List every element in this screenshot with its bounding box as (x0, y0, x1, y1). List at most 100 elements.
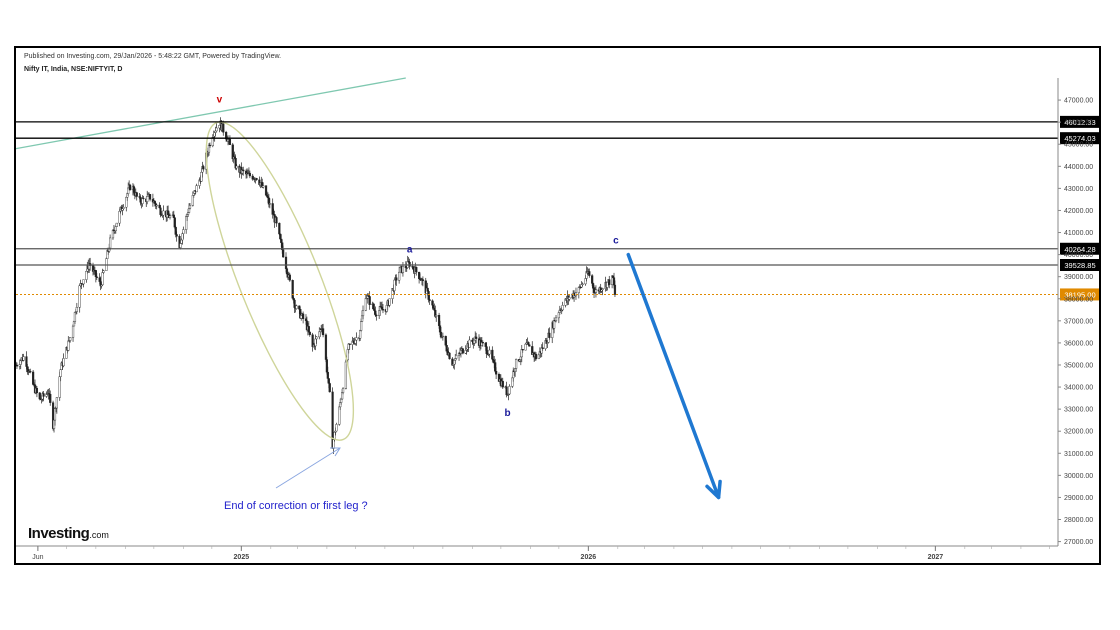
candle-body (82, 279, 85, 285)
y-tick-label: 44000.00 (1064, 164, 1093, 171)
candle-body (524, 343, 527, 351)
candle-body (554, 317, 558, 322)
y-tick-label: 38000.00 (1064, 296, 1093, 303)
candle-body (115, 222, 118, 227)
candle-body (495, 370, 498, 375)
x-tick-label: 2026 (581, 554, 597, 561)
annotation-arrow (275, 447, 341, 489)
candle-body (135, 192, 138, 197)
candle-body (148, 194, 152, 200)
candle-body (35, 388, 39, 394)
y-tick-label: 39000.00 (1064, 274, 1093, 281)
logo-main: Investing (28, 525, 90, 542)
candle-body (242, 169, 245, 172)
candle-body (328, 383, 331, 393)
price-level-tag (1060, 288, 1099, 301)
projection-arrow-head (705, 479, 722, 500)
candle-body (355, 337, 358, 341)
wave-label: c (613, 236, 619, 247)
x-tick-label: 2025 (234, 554, 250, 561)
candle-body (182, 229, 185, 234)
candle-body (255, 178, 258, 181)
candle-body (188, 205, 192, 209)
candle-body (295, 305, 298, 309)
y-tick-label: 45000.00 (1064, 142, 1093, 149)
candle-body (361, 310, 365, 317)
candle-body (608, 279, 611, 285)
candle-body (101, 272, 104, 286)
y-tick-label: 43000.00 (1064, 186, 1093, 193)
wave-label: a (407, 244, 413, 255)
candle-body (102, 270, 105, 273)
candle-body (95, 276, 98, 278)
annotation-text: End of correction or first leg ? (224, 500, 368, 512)
candle-body (146, 195, 149, 202)
candle-body (248, 172, 251, 177)
candle-body (395, 277, 398, 281)
candle-body (388, 298, 391, 306)
candle-body (461, 348, 464, 354)
y-tick-label: 47000.00 (1064, 98, 1093, 105)
y-tick-label: 46000.00 (1064, 120, 1093, 127)
x-tick-label: 2027 (928, 554, 944, 561)
candle-body (262, 185, 265, 188)
candle-body (601, 288, 604, 291)
candle-body (435, 315, 438, 317)
symbol-caption: Nifty IT, India, NSE:NIFTYIT, D (24, 66, 123, 73)
y-tick-label: 40000.00 (1064, 252, 1093, 259)
candle-body (534, 354, 538, 359)
y-tick-label: 29000.00 (1064, 495, 1093, 502)
price-chart[interactable]: 46012.33 45274.03 40264.28 39528.85 38195.00… (16, 48, 1099, 563)
y-tick-label: 35000.00 (1064, 362, 1093, 369)
y-tick-label: 31000.00 (1064, 451, 1093, 458)
price-level-label: 46012.33 (1064, 118, 1095, 127)
candle-body (308, 331, 311, 335)
candle-body (398, 271, 401, 281)
candle-body (553, 320, 556, 329)
candle-body (302, 313, 305, 319)
price-level-tag (1060, 259, 1099, 272)
candle-body (364, 298, 367, 311)
y-tick-label: 30000.00 (1064, 473, 1093, 480)
price-level-label: 39528.85 (1064, 261, 1095, 270)
candle-body (71, 325, 75, 338)
candle-body (613, 284, 617, 295)
candle-body (468, 339, 471, 348)
candle-body (359, 330, 362, 339)
candle-body (368, 296, 371, 305)
y-tick-label: 36000.00 (1064, 340, 1093, 347)
candle-body (16, 364, 19, 367)
candle-body (168, 215, 172, 218)
logo-suffix: .com (89, 530, 109, 540)
price-level-tag (1060, 132, 1099, 145)
candle-body (155, 204, 158, 207)
candle-body (122, 206, 125, 209)
candle-body (581, 283, 584, 285)
candle-body (475, 336, 478, 339)
y-tick-label: 33000.00 (1064, 407, 1093, 414)
candle-body (307, 326, 310, 333)
candle-body (528, 344, 531, 347)
candle-body (360, 321, 363, 331)
candle-body (514, 359, 518, 369)
candle-body (22, 356, 25, 361)
candle-body (315, 336, 318, 340)
candle-body (448, 352, 451, 360)
price-level-tag (1060, 242, 1099, 255)
candle-body (142, 197, 145, 200)
price-level-label: 38195.00 (1064, 290, 1095, 299)
candle-body (215, 127, 218, 132)
published-caption: Published on Investing.com, 29/Jan/2026 … (24, 53, 282, 60)
candle-body (415, 267, 418, 273)
candle-body (344, 361, 348, 389)
candle-body (324, 334, 328, 360)
candle-body (441, 335, 444, 338)
candle-body (268, 203, 271, 205)
candle-body (162, 210, 165, 216)
candle-body (62, 358, 65, 367)
candle-body (275, 217, 278, 224)
candle-body (291, 280, 294, 299)
y-tick-label: 34000.00 (1064, 385, 1093, 392)
y-tick-label: 32000.00 (1064, 429, 1093, 436)
candle-body (179, 243, 182, 248)
